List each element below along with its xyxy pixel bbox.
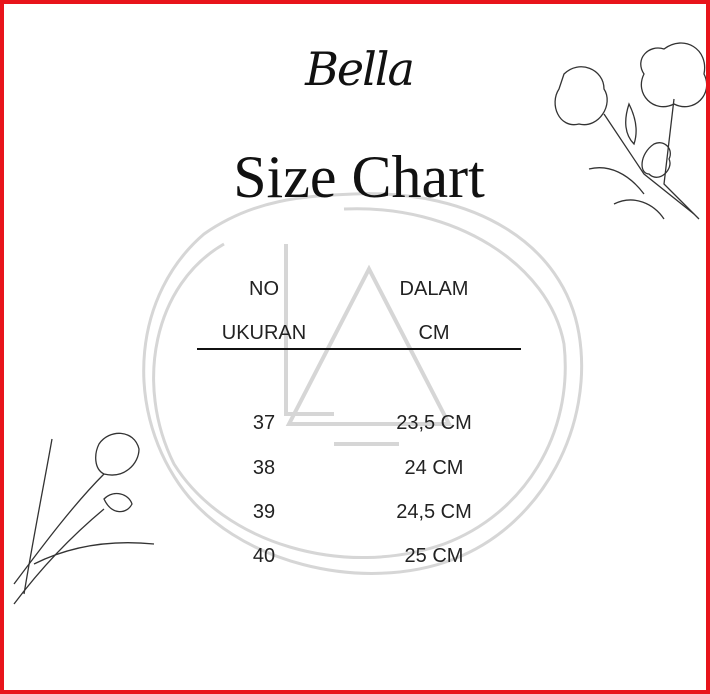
length-cell: 23,5 CM — [396, 412, 472, 434]
size-cell: 39 — [252, 501, 276, 523]
size-cell: 38 — [252, 457, 276, 479]
header-length-line1: DALAM — [399, 278, 469, 300]
page-title: Size Chart — [233, 144, 485, 210]
decoration-layer — [13, 42, 706, 605]
size-cell: 40 — [252, 545, 276, 567]
header-size-line2: UKURAN — [221, 322, 307, 344]
watermark-logo — [142, 192, 584, 575]
length-cell: 24,5 CM — [396, 501, 472, 523]
length-cell: 25 CM — [404, 545, 464, 567]
header-divider — [197, 348, 521, 350]
header-size-line1: NO — [249, 278, 279, 300]
flower-bottom-left-icon — [13, 432, 155, 605]
length-cell: 24 CM — [404, 457, 464, 479]
brand-name: Bella — [305, 42, 415, 96]
size-cell: 37 — [252, 412, 276, 434]
header-length-line2: CM — [418, 322, 450, 344]
flower-top-right-icon — [554, 42, 706, 220]
